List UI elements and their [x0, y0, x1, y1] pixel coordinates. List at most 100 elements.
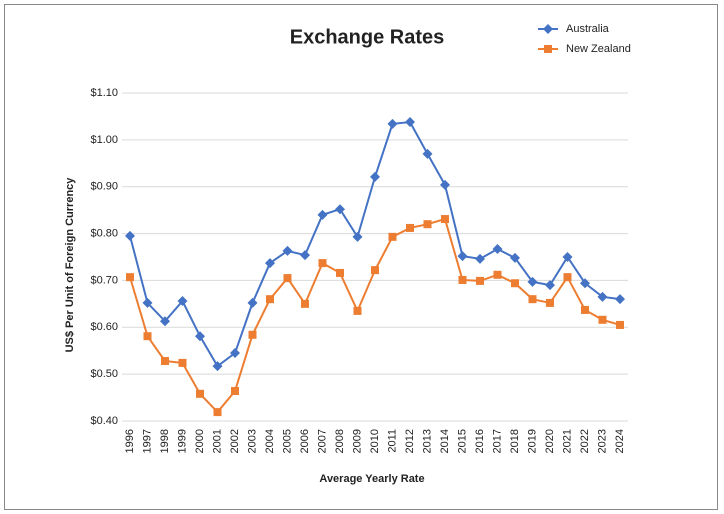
- data-point: [598, 315, 607, 324]
- data-point: [265, 258, 275, 269]
- data-point: [440, 179, 450, 190]
- data-point: [475, 253, 485, 264]
- x-tick-label: 2002: [229, 429, 241, 453]
- data-point: [212, 361, 223, 372]
- x-tick-label: 1996: [124, 429, 136, 453]
- data-point: [616, 320, 624, 329]
- data-point: [388, 232, 397, 241]
- y-tick-label: $0.60: [90, 321, 118, 333]
- x-tick-label: 1999: [176, 429, 188, 453]
- y-tick-label: $0.90: [90, 181, 118, 193]
- x-tick-label: 1997: [141, 429, 153, 453]
- data-point: [546, 298, 554, 307]
- data-point: [510, 252, 520, 263]
- x-tick-label: 2023: [596, 429, 608, 453]
- x-tick-label: 2010: [369, 429, 381, 453]
- data-point: [544, 45, 552, 53]
- data-point: [283, 274, 292, 283]
- data-point: [282, 245, 293, 256]
- legend-label: New Zealand: [566, 43, 631, 55]
- data-point: [247, 297, 258, 308]
- data-point: [563, 273, 572, 282]
- data-point: [406, 223, 414, 232]
- data-point: [528, 295, 537, 304]
- x-tick-label: 2024: [614, 429, 626, 453]
- x-tick-label: 2004: [264, 429, 276, 453]
- data-point: [142, 297, 153, 308]
- y-tick-label: $0.50: [90, 368, 118, 380]
- data-point: [581, 305, 589, 314]
- y-axis-title: US$ Per Unit of Foreign Currency: [64, 177, 76, 353]
- data-point: [160, 316, 170, 327]
- data-point: [457, 251, 468, 262]
- data-point: [336, 268, 344, 277]
- data-point: [562, 252, 573, 262]
- data-point: [370, 171, 380, 182]
- data-point: [615, 294, 625, 305]
- y-tick-label: $0.80: [90, 227, 118, 239]
- x-tick-label: 2015: [456, 429, 468, 453]
- x-tick-label: 2003: [246, 429, 258, 453]
- data-point: [231, 387, 239, 396]
- data-point: [301, 299, 309, 308]
- y-tick-label: $0.70: [90, 274, 118, 286]
- x-tick-label: 2011: [386, 429, 398, 453]
- data-point: [352, 231, 363, 242]
- data-point: [405, 117, 415, 128]
- data-point: [545, 280, 555, 291]
- x-tick-label: 2019: [526, 429, 538, 453]
- data-point: [230, 348, 240, 359]
- data-point: [317, 209, 328, 220]
- data-point: [177, 296, 188, 307]
- data-point: [266, 295, 274, 304]
- data-point: [511, 279, 519, 288]
- data-point: [335, 204, 345, 215]
- data-point: [195, 331, 205, 342]
- data-point: [387, 118, 398, 129]
- data-point: [161, 357, 169, 366]
- x-tick-label: 2020: [544, 429, 556, 453]
- data-point: [353, 306, 362, 315]
- x-tick-label: 2021: [561, 429, 573, 453]
- x-tick-label: 2008: [334, 429, 346, 453]
- x-tick-label: 2001: [211, 429, 223, 453]
- x-axis-title: Average Yearly Rate: [319, 473, 424, 485]
- data-point: [423, 220, 432, 229]
- data-point: [493, 270, 502, 279]
- data-point: [527, 276, 538, 287]
- y-tick-label: $0.40: [90, 415, 118, 427]
- x-tick-label: 1998: [159, 429, 171, 453]
- data-point: [196, 389, 204, 398]
- data-point: [543, 24, 553, 34]
- data-point: [422, 148, 433, 159]
- legend-label: Australia: [566, 23, 610, 35]
- x-tick-label: 2013: [421, 429, 433, 453]
- x-tick-label: 2017: [491, 429, 503, 453]
- data-point: [371, 266, 379, 275]
- x-tick-label: 2018: [509, 429, 521, 453]
- data-point: [597, 291, 608, 302]
- x-tick-label: 2022: [579, 429, 591, 453]
- x-tick-label: 2009: [351, 429, 363, 453]
- chart-title: Exchange Rates: [290, 26, 445, 48]
- data-point: [441, 215, 449, 224]
- data-point: [492, 244, 503, 255]
- data-point: [318, 259, 327, 268]
- x-tick-label: 2012: [404, 429, 416, 453]
- data-point: [178, 358, 187, 367]
- x-tick-label: 2016: [474, 429, 486, 453]
- y-tick-label: $1.10: [90, 87, 118, 99]
- y-tick-label: $1.00: [90, 134, 118, 146]
- data-point: [125, 230, 135, 241]
- data-point: [248, 330, 257, 339]
- data-point: [580, 278, 590, 289]
- data-point: [143, 332, 152, 341]
- x-tick-label: 2006: [299, 429, 311, 453]
- x-tick-label: 2005: [281, 429, 293, 453]
- data-point: [458, 275, 467, 284]
- data-point: [300, 250, 310, 261]
- data-point: [476, 276, 484, 285]
- x-tick-label: 2000: [194, 429, 206, 453]
- data-point: [126, 273, 134, 282]
